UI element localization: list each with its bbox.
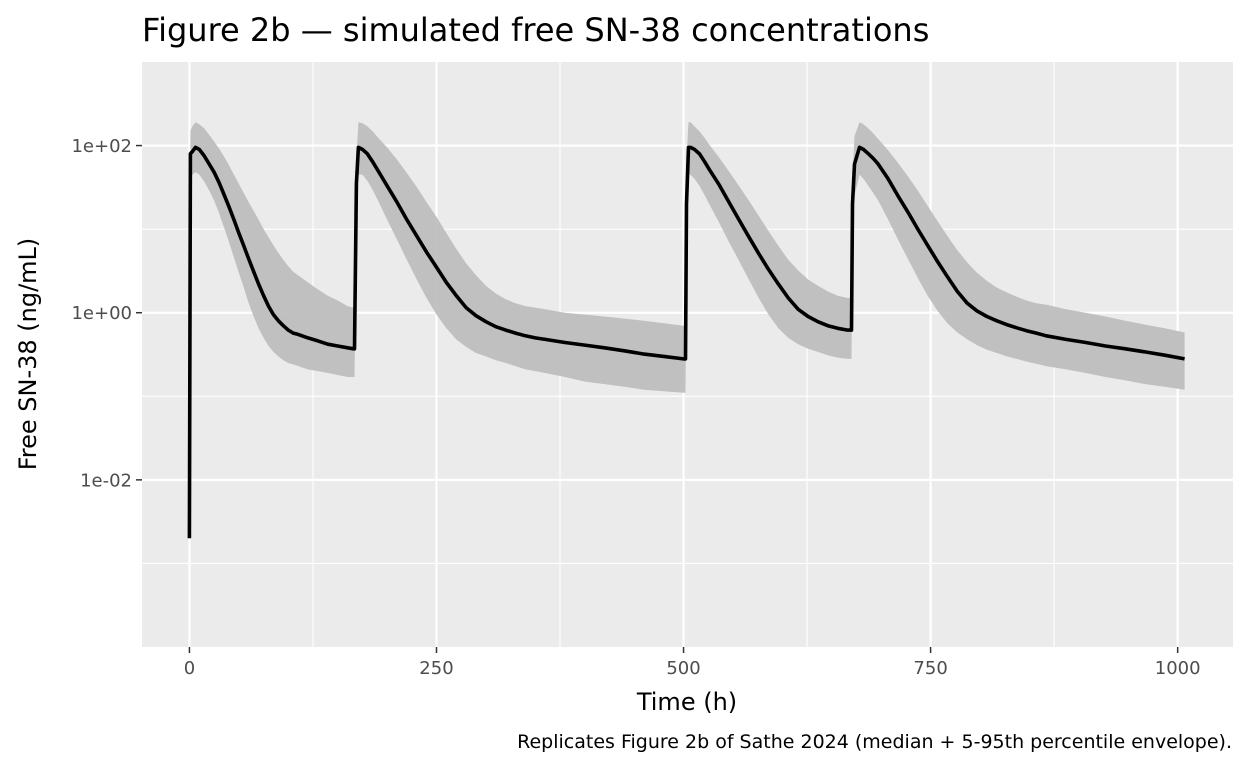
y-axis-title: Free SN-38 (ng/mL) [14,238,42,471]
x-tick-label: 1000 [1155,658,1201,679]
percentile-bands [189,122,1185,539]
x-tick-label: 500 [666,658,700,679]
x-tick-label: 250 [419,658,453,679]
x-tick-label: 750 [913,658,947,679]
x-axis-title: Time (h) [636,688,737,716]
percentile-band-5-95 [189,122,1185,539]
chart-title: Figure 2b — simulated free SN-38 concent… [142,11,929,49]
x-tick-label: 0 [184,658,195,679]
y-tick-label: 1e+00 [71,303,132,324]
axes: 0 250 500 750 1000 1e-02 1e+00 1e+02 [71,136,1200,679]
median-line [187,145,1185,539]
y-tick-label: 1e+02 [71,136,132,157]
chart-caption: Replicates Figure 2b of Sathe 2024 (medi… [517,731,1232,753]
y-tick-label: 1e-02 [80,470,132,491]
series-lines [187,145,1185,539]
